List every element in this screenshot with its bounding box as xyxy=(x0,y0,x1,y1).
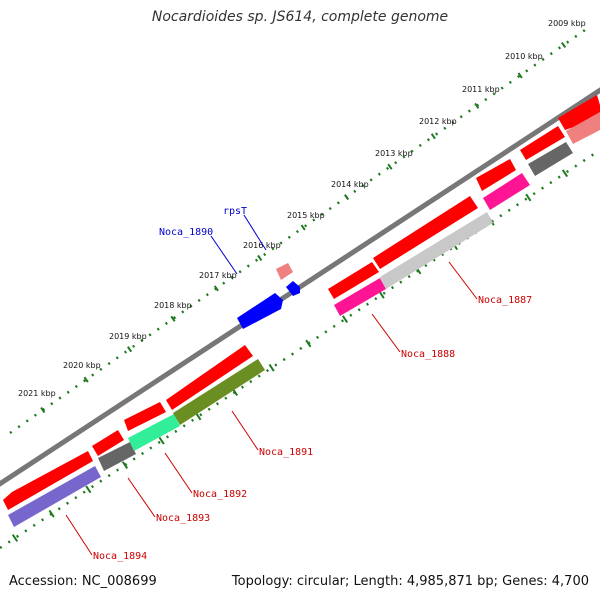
kbp-labels: 2009 kbp 2010 kbp 2011 kbp 2012 kbp 2013… xyxy=(18,19,586,398)
kbp-label: 2015 kbp xyxy=(287,211,325,220)
scale-tick xyxy=(257,254,263,261)
cds-feature[interactable] xyxy=(566,112,600,144)
cds-feature[interactable] xyxy=(3,451,93,510)
genome-summary: Topology: circular; Length: 4,985,871 bp… xyxy=(231,574,589,589)
cds-feature[interactable] xyxy=(173,359,265,425)
kbp-label: 2011 kbp xyxy=(462,85,500,94)
cds-feature[interactable] xyxy=(483,173,530,210)
scale-tick xyxy=(127,346,133,353)
scale-tick xyxy=(387,163,393,170)
cds-feature[interactable] xyxy=(476,159,516,191)
cds-feature[interactable] xyxy=(520,126,565,160)
accession-label: Accession: NC_008699 xyxy=(9,574,157,589)
scale-tick xyxy=(561,169,569,178)
gene-label: Noca_1891 xyxy=(259,447,313,458)
inner-scale-line xyxy=(0,148,600,550)
scale-tick xyxy=(83,376,89,383)
kbp-label: 2012 kbp xyxy=(419,117,457,126)
connector xyxy=(243,214,267,251)
cds-feature[interactable] xyxy=(286,281,300,296)
cds-feature[interactable] xyxy=(166,345,253,410)
kbp-label: 2010 kbp xyxy=(505,52,543,61)
cds-feature[interactable] xyxy=(373,196,478,269)
gene-label: Noca_1888 xyxy=(401,349,455,360)
scale-tick xyxy=(158,436,165,445)
cds-feature[interactable] xyxy=(276,263,293,280)
genome-map: 2009 kbp 2010 kbp 2011 kbp 2012 kbp 2013… xyxy=(0,19,600,562)
cds-feature[interactable] xyxy=(334,278,386,316)
scale-tick xyxy=(40,407,46,414)
connector xyxy=(371,313,401,353)
cds-feature[interactable] xyxy=(124,402,166,431)
outer-genes xyxy=(237,263,300,329)
reverse-cds-track xyxy=(8,112,600,527)
scale-tick xyxy=(170,315,176,322)
label-connectors xyxy=(65,214,478,556)
kbp-label: 2017 kbp xyxy=(199,271,237,280)
scale-tick xyxy=(213,285,219,292)
scale-tick xyxy=(305,339,312,348)
connector xyxy=(65,514,93,556)
scale-tick xyxy=(85,485,92,494)
gene-label: Noca_1893 xyxy=(156,513,210,524)
kbp-label: 2019 kbp xyxy=(109,332,147,341)
connector xyxy=(127,477,156,518)
connector xyxy=(164,452,193,494)
scale-tick xyxy=(430,133,436,140)
scale-tick xyxy=(561,41,567,49)
gene-label: Noca_1892 xyxy=(193,489,247,500)
scale-tick xyxy=(11,534,19,542)
scale-tick xyxy=(525,193,532,202)
outer-scale-line xyxy=(9,28,586,435)
cds-feature[interactable] xyxy=(380,212,493,289)
connector xyxy=(210,235,238,275)
scale-tick xyxy=(268,363,275,372)
cds-feature[interactable] xyxy=(128,414,180,451)
kbp-label: 2018 kbp xyxy=(154,301,192,310)
map-title: Nocardioides sp. JS614, complete genome xyxy=(151,9,449,25)
cds-feature[interactable] xyxy=(8,466,101,527)
gene-label: Noca_1894 xyxy=(93,551,147,562)
gene-label: Noca_1887 xyxy=(478,295,532,306)
kbp-label: 2021 kbp xyxy=(18,389,56,398)
cds-feature[interactable] xyxy=(528,142,573,176)
gene-labels: Noca_1887 Noca_1888 Noca_1891 Noca_1892 … xyxy=(93,206,532,562)
kbp-label: 2013 kbp xyxy=(375,149,413,158)
scale-tick xyxy=(517,72,523,79)
kbp-label: 2020 kbp xyxy=(63,361,101,370)
cds-feature[interactable] xyxy=(98,442,136,471)
scale-tick xyxy=(121,461,129,469)
gene-label: Noca_1890 xyxy=(159,227,213,238)
scale-tick xyxy=(48,509,55,518)
connector xyxy=(231,410,259,451)
scale-tick xyxy=(300,224,306,231)
kbp-label: 2009 kbp xyxy=(548,19,586,28)
cds-feature[interactable] xyxy=(92,430,124,456)
scale-tick xyxy=(344,194,350,201)
scale-tick xyxy=(378,290,385,299)
scale-tick xyxy=(474,102,480,109)
kbp-label: 2016 kbp xyxy=(243,241,281,250)
cds-feature[interactable] xyxy=(328,262,379,299)
gene-label: rpsT xyxy=(223,206,247,217)
connector xyxy=(448,261,478,300)
cds-feature[interactable] xyxy=(237,293,283,329)
scale-tick xyxy=(341,315,349,324)
kbp-label: 2014 kbp xyxy=(331,180,369,189)
scale-tick xyxy=(195,412,202,421)
